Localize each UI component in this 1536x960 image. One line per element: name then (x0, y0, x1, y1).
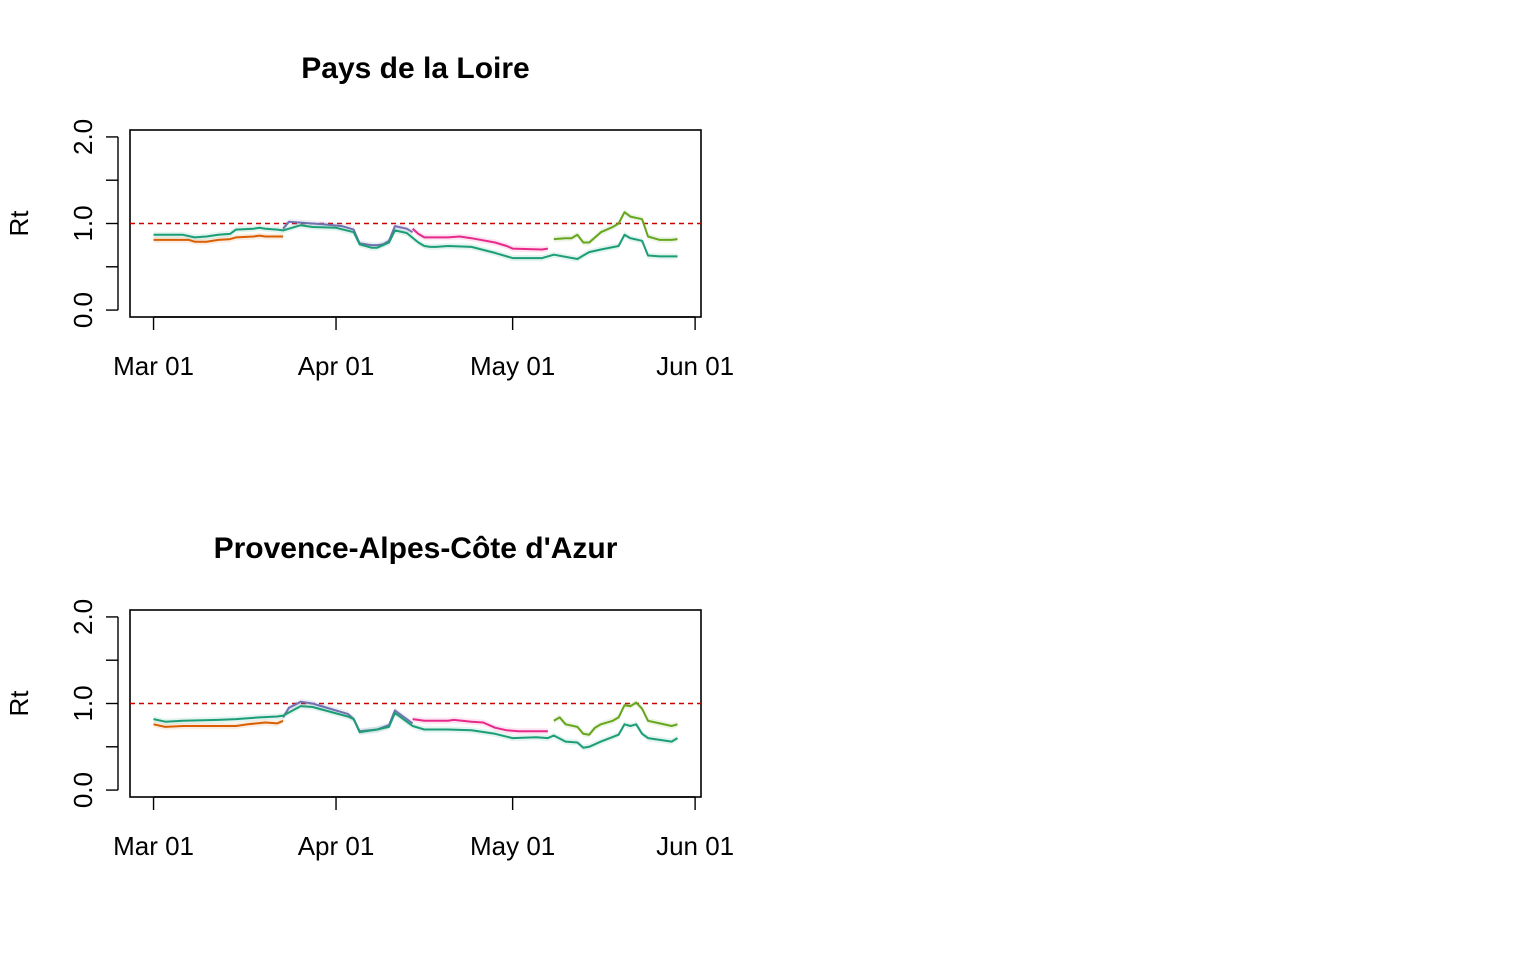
series-band (153, 232, 284, 245)
chart-title: Pays de la Loire (301, 52, 529, 85)
y-tick-label: 0.0 (68, 292, 98, 328)
y-tick-label: 2.0 (68, 119, 98, 155)
series-line (412, 718, 548, 733)
series-line (153, 705, 679, 749)
x-tick-label: Jun 01 (656, 351, 734, 381)
series-band (283, 218, 413, 249)
chart-panel-pays-de-la-loire: Pays de la Loire Rt 0.0 1.0 2.0 Mar 01 Apr 0… (4, 52, 734, 381)
series-line (153, 719, 284, 728)
x-tick-label: Mar 01 (113, 831, 194, 861)
y-axis-label: Rt (4, 210, 34, 237)
x-tick-label: Apr 01 (298, 831, 375, 861)
x-tick-label: Jun 01 (656, 831, 734, 861)
y-axis-label: Rt (4, 690, 34, 717)
chart-panel-provence-alpes-cote-dazur: Provence-Alpes-Côte d'Azur Rt 0.0 1.0 2.0 M… (4, 532, 734, 861)
y-tick-label: 1.0 (68, 685, 98, 721)
chart-title: Provence-Alpes-Côte d'Azur (214, 532, 618, 565)
x-tick-label: Apr 01 (298, 351, 375, 381)
series-line (411, 227, 549, 251)
series-line (553, 211, 678, 244)
x-tick-label: May 01 (470, 831, 555, 861)
x-tick-label: May 01 (470, 351, 555, 381)
x-tick-label: Mar 01 (113, 351, 194, 381)
series-band (153, 222, 678, 262)
y-tick-label: 2.0 (68, 599, 98, 635)
series-band (553, 209, 678, 246)
series-line (153, 234, 284, 243)
y-tick-label: 1.0 (68, 205, 98, 241)
series-line (153, 224, 678, 260)
series-line (553, 701, 678, 736)
y-tick-label: 0.0 (68, 772, 98, 808)
